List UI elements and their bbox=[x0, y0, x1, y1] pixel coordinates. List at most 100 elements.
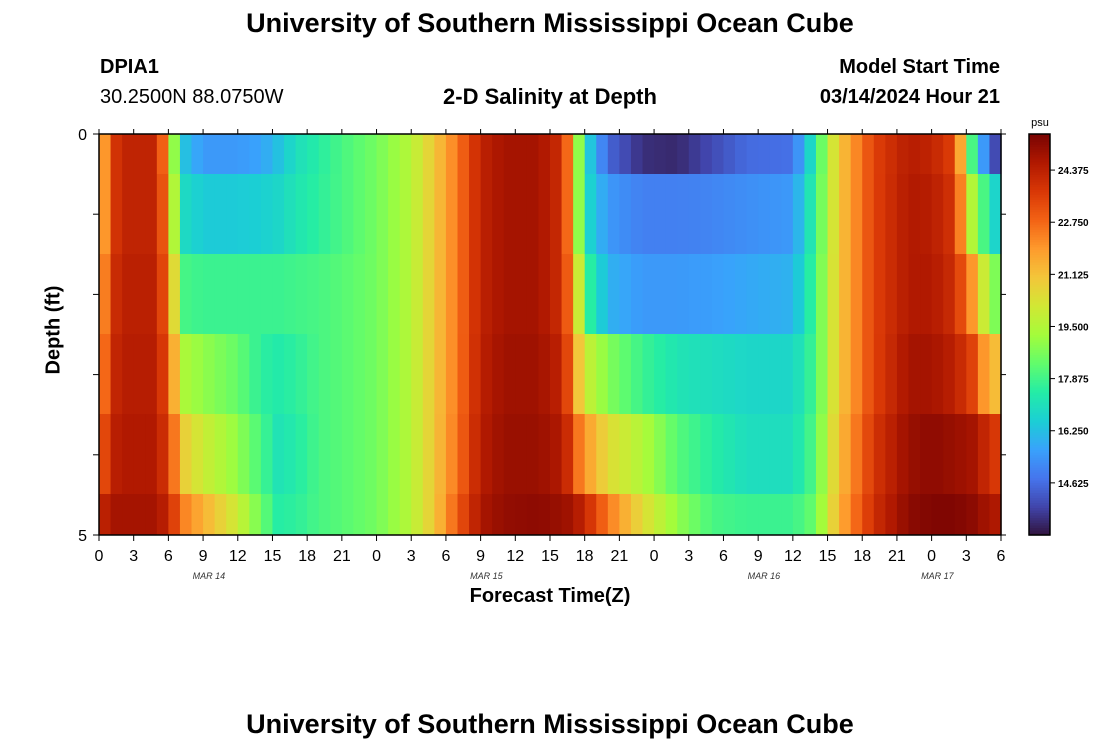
colorbar-segment bbox=[1029, 499, 1050, 504]
colorbar-segment bbox=[1029, 494, 1050, 499]
colorbar-segment bbox=[1029, 389, 1050, 393]
heatmap-cell bbox=[677, 494, 690, 535]
x-tick-label: 6 bbox=[164, 548, 173, 565]
colorbar-segment bbox=[1029, 359, 1050, 363]
heatmap-cell bbox=[977, 414, 991, 494]
heatmap-cell bbox=[249, 254, 262, 334]
heatmap-cell bbox=[203, 174, 216, 254]
heatmap-cell bbox=[434, 414, 447, 494]
heatmap-cell bbox=[931, 334, 944, 414]
heatmap-cell bbox=[295, 174, 308, 254]
colorbar-segment bbox=[1029, 289, 1050, 293]
heatmap-cell bbox=[550, 334, 563, 414]
heatmap-cell bbox=[908, 414, 921, 494]
heatmap-cell bbox=[422, 414, 435, 494]
heatmap-cell bbox=[480, 334, 493, 414]
heatmap-cell bbox=[191, 254, 204, 334]
colorbar-segment bbox=[1029, 469, 1050, 473]
colorbar-segment bbox=[1029, 339, 1050, 343]
colorbar-segment bbox=[1029, 512, 1050, 516]
heatmap-cell bbox=[723, 134, 736, 174]
date-label: MAR 16 bbox=[748, 571, 781, 581]
heatmap-cell bbox=[388, 134, 401, 174]
footer-title: University of Southern Mississippi Ocean… bbox=[246, 709, 854, 739]
heatmap-cell bbox=[862, 494, 875, 535]
colorbar-segment bbox=[1029, 251, 1050, 255]
heatmap-cell bbox=[492, 414, 505, 494]
heatmap-cell bbox=[515, 334, 528, 414]
heatmap-cell bbox=[561, 494, 574, 535]
heatmap-cell bbox=[272, 414, 285, 494]
heatmap-cell bbox=[364, 254, 378, 334]
colorbar-segment bbox=[1029, 314, 1050, 318]
heatmap-cell bbox=[318, 414, 331, 494]
colorbar-segment bbox=[1029, 414, 1050, 418]
colorbar-segment bbox=[1029, 139, 1050, 143]
station-coordinates: 30.2500N 88.0750W bbox=[100, 86, 284, 108]
heatmap-cell bbox=[862, 414, 875, 494]
x-tick-label: 12 bbox=[229, 548, 247, 565]
heatmap-cell bbox=[769, 494, 782, 535]
colorbar-segment bbox=[1029, 372, 1050, 376]
heatmap-cell bbox=[156, 174, 169, 254]
x-tick-label: 3 bbox=[129, 548, 138, 565]
colorbar-segment bbox=[1029, 284, 1050, 288]
heatmap-cell bbox=[376, 174, 389, 254]
heatmap-cell bbox=[110, 334, 123, 414]
colorbar-segment bbox=[1029, 457, 1050, 461]
heatmap-cell bbox=[260, 414, 274, 494]
heatmap-cell bbox=[677, 134, 690, 174]
colorbar-segment bbox=[1029, 474, 1050, 478]
colorbar-segment bbox=[1029, 331, 1050, 336]
heatmap-cell bbox=[896, 134, 910, 174]
colorbar-segment bbox=[1029, 519, 1050, 524]
heatmap-cell bbox=[665, 254, 678, 334]
heatmap-cell bbox=[353, 174, 366, 254]
heatmap-cell bbox=[977, 174, 991, 254]
heatmap-cell bbox=[619, 494, 632, 535]
colorbar-segment bbox=[1029, 216, 1050, 220]
colorbar-segment bbox=[1029, 479, 1050, 483]
heatmap-cell bbox=[457, 494, 470, 535]
heatmap-cell bbox=[966, 334, 979, 414]
heatmap-cell bbox=[850, 174, 863, 254]
colorbar-tick-label: 14.625 bbox=[1058, 479, 1089, 490]
heatmap-cell bbox=[388, 494, 401, 535]
heatmap-cell bbox=[480, 174, 493, 254]
heatmap-cell bbox=[550, 494, 563, 535]
x-tick-label: 18 bbox=[853, 548, 871, 565]
x-tick-label: 18 bbox=[576, 548, 594, 565]
heatmap-cell bbox=[422, 174, 435, 254]
heatmap-cell bbox=[943, 414, 956, 494]
heatmap-cell bbox=[746, 494, 759, 535]
heatmap-cell bbox=[203, 494, 216, 535]
heatmap-cell bbox=[538, 134, 551, 174]
colorbar-segment bbox=[1029, 467, 1050, 471]
heatmap-cell bbox=[214, 134, 227, 174]
heatmap-cell bbox=[330, 334, 343, 414]
heatmap-cell bbox=[284, 254, 297, 334]
heatmap-cell bbox=[422, 134, 435, 174]
heatmap-cell bbox=[561, 174, 574, 254]
heatmap-cell bbox=[596, 254, 609, 334]
heatmap-cell bbox=[249, 134, 262, 174]
colorbar-segment bbox=[1029, 529, 1050, 534]
colorbar-segment bbox=[1029, 241, 1050, 245]
heatmap-cell bbox=[920, 414, 933, 494]
heatmap-cell bbox=[353, 334, 366, 414]
colorbar-segment bbox=[1029, 309, 1050, 313]
heatmap-cell bbox=[168, 134, 181, 174]
heatmap-cell bbox=[839, 134, 852, 174]
plot-subtitle: 2-D Salinity at Depth bbox=[443, 84, 657, 109]
colorbar-segment bbox=[1029, 462, 1050, 466]
colorbar-segment bbox=[1029, 271, 1050, 275]
heatmap-cell bbox=[191, 334, 204, 414]
salinity-heatmap-chart: 0 3 6 9 12 15 18 21 0 3 6 9 12 15 18 21 0 3 6 9 12 15 18 21 0 3 6 M… bbox=[78, 117, 1089, 581]
heatmap-cell bbox=[954, 494, 967, 535]
heatmap-cell bbox=[341, 174, 355, 254]
colorbar-segment bbox=[1029, 437, 1050, 441]
colorbar-segment bbox=[1029, 472, 1050, 476]
colorbar-segment bbox=[1029, 189, 1050, 193]
heatmap-cell bbox=[226, 134, 239, 174]
colorbar-segment bbox=[1029, 201, 1050, 205]
